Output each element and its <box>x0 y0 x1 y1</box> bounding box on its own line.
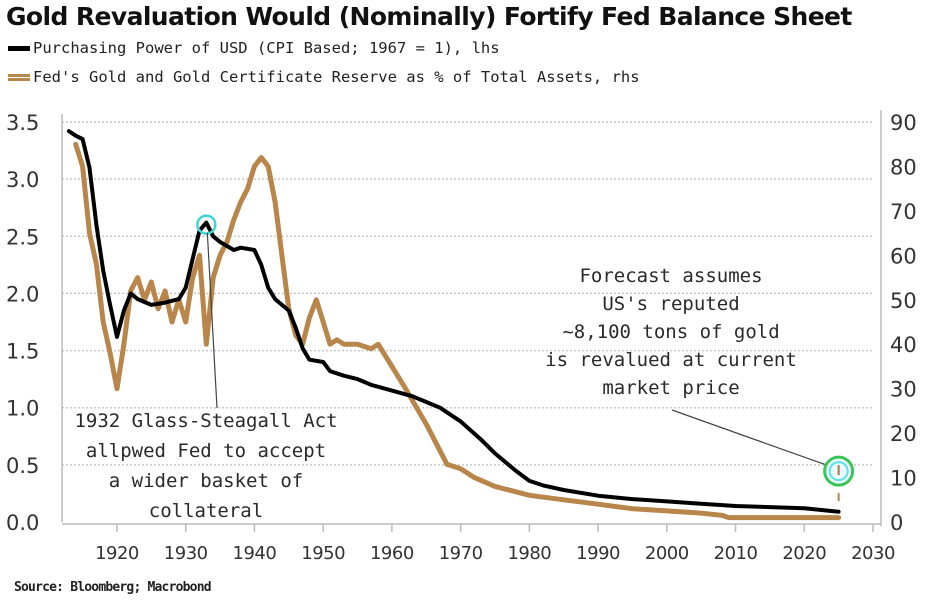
y-tick-left: 0.0 <box>6 511 39 535</box>
y-tick-left: 1.5 <box>6 340 39 364</box>
x-tick-label: 1940 <box>233 543 277 564</box>
annotation-text-forecast: US's reputed <box>602 293 739 315</box>
x-tick-label: 1980 <box>507 543 551 564</box>
y-tick-left: 3.0 <box>6 168 39 192</box>
y-tick-left: 3.5 <box>6 111 39 135</box>
annotation-text-forecast: ~8,100 tons of gold <box>562 321 779 343</box>
chart-title: Gold Revaluation Would (Nominally) Forti… <box>6 2 852 31</box>
x-tick-label: 1930 <box>164 543 208 564</box>
x-tick-label: 2010 <box>714 543 758 564</box>
y-tick-right: 50 <box>890 289 917 313</box>
gridlines <box>62 121 873 466</box>
y-tick-left: 2.0 <box>6 282 39 306</box>
annotation-pointer-1932 <box>206 232 218 409</box>
legend-label-usd: Purchasing Power of USD (CPI Based; 1967… <box>33 39 500 57</box>
x-tick-label: 2030 <box>851 543 895 564</box>
highlight-inner-ring <box>828 461 849 482</box>
y-tick-right: 0 <box>890 511 903 535</box>
x-tick-label: 1920 <box>95 543 139 564</box>
x-tick-label: 1970 <box>439 543 483 564</box>
y-tick-left: 1.0 <box>6 397 39 421</box>
y-tick-right: 80 <box>890 155 917 179</box>
y-tick-right: 60 <box>890 244 917 268</box>
legend-swatch-gold <box>8 73 30 81</box>
source-note: Source: Bloomberg; Macrobond <box>14 580 212 595</box>
annotation-pointer-forecast <box>671 409 827 466</box>
y-tick-right: 70 <box>890 200 917 224</box>
x-tick-label: 1990 <box>576 543 620 564</box>
legend-item-gold: Fed's Gold and Gold Certificate Reserve … <box>8 68 640 86</box>
annotation-text-1932: collateral <box>149 500 263 522</box>
y-tick-right: 40 <box>890 333 917 357</box>
legend-swatch-black <box>8 45 30 51</box>
annotation-text-1932: 1932 Glass-Steagall Act <box>74 410 337 432</box>
legend-item-usd: Purchasing Power of USD (CPI Based; 1967… <box>8 39 500 57</box>
axes: 0.00.51.01.52.02.53.03.50102030405060708… <box>6 110 917 564</box>
annotation-text-forecast: market price <box>602 377 739 399</box>
y-tick-right: 90 <box>890 111 917 135</box>
x-tick-label: 1960 <box>370 543 414 564</box>
annotation-text-forecast: Forecast assumes <box>579 265 762 287</box>
legend-label-gold: Fed's Gold and Gold Certificate Reserve … <box>33 68 640 86</box>
y-tick-left: 0.5 <box>6 454 39 478</box>
highlight-circle-1932 <box>196 214 217 235</box>
x-tick-label: 2020 <box>782 543 826 564</box>
annotation-text-forecast: is revalued at current <box>545 349 797 371</box>
annotation-text-1932: a wider basket of <box>109 470 303 492</box>
y-tick-left: 2.5 <box>6 225 39 249</box>
series-line-gold <box>73 141 842 521</box>
y-tick-right: 10 <box>890 467 917 491</box>
series-lines <box>66 129 842 521</box>
series-line-usd <box>66 129 841 514</box>
y-tick-right: 30 <box>890 378 917 402</box>
x-tick-label: 1950 <box>301 543 345 564</box>
x-tick-label: 2000 <box>645 543 689 564</box>
y-tick-right: 20 <box>890 422 917 446</box>
annotations: 1932 Glass-Steagall Act allpwed Fed to ac… <box>74 214 855 522</box>
annotation-text-1932: allpwed Fed to accept <box>86 440 326 462</box>
